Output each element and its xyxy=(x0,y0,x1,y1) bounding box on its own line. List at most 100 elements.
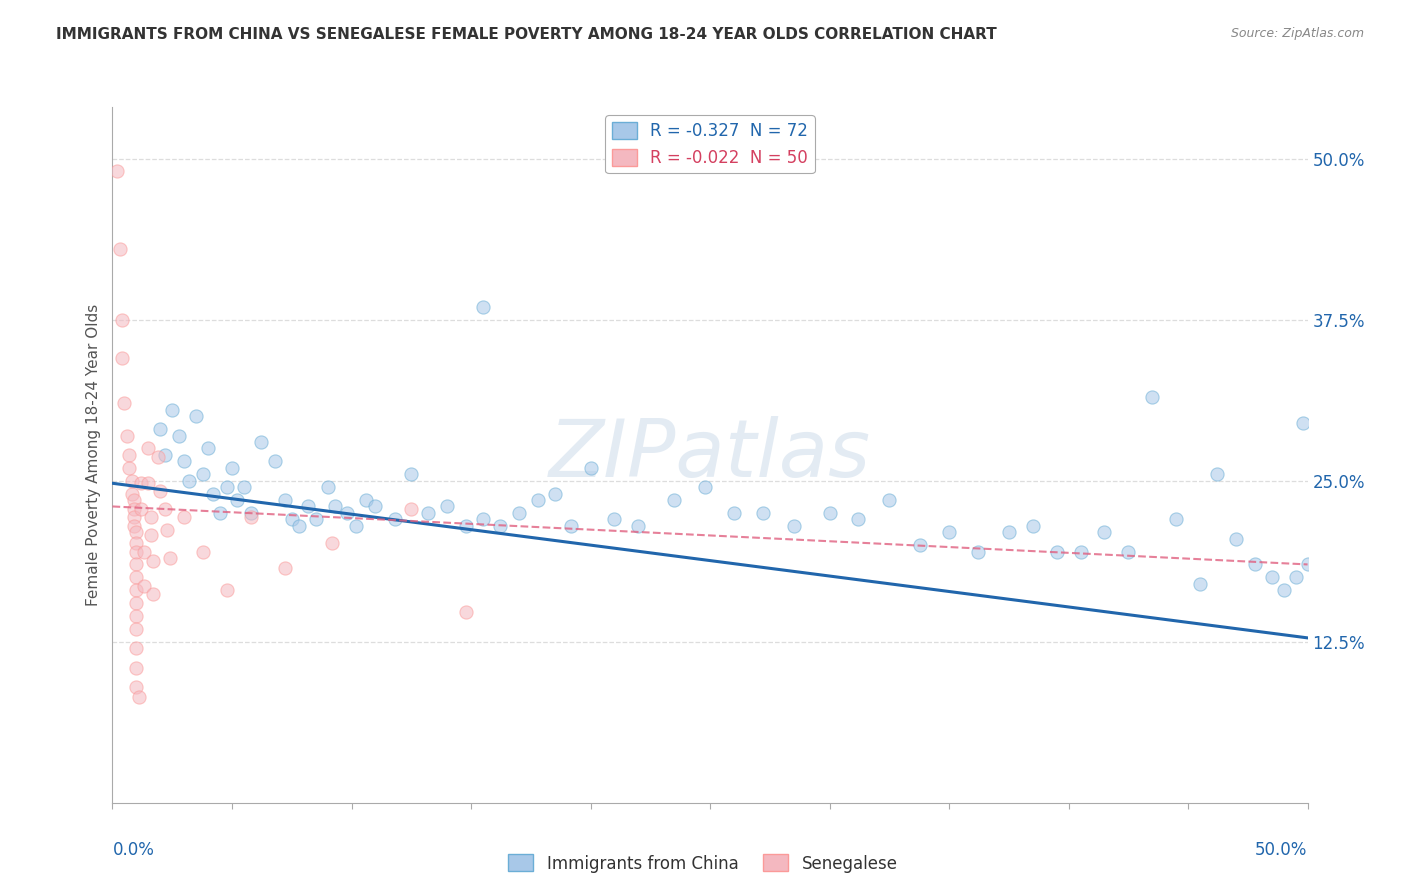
Point xyxy=(173,454,195,468)
Point xyxy=(118,460,141,475)
Point xyxy=(173,509,195,524)
Point xyxy=(354,493,377,508)
Point xyxy=(456,518,478,533)
Point xyxy=(142,587,165,601)
Point xyxy=(436,500,458,514)
Point xyxy=(1244,558,1267,572)
Point xyxy=(121,486,143,500)
Point xyxy=(193,467,215,482)
Point xyxy=(125,583,148,598)
Point xyxy=(751,506,773,520)
Point xyxy=(193,544,215,558)
Text: ZIPatlas: ZIPatlas xyxy=(548,416,872,494)
Text: 0.0%: 0.0% xyxy=(112,841,155,859)
Point xyxy=(336,506,359,520)
Point xyxy=(1070,544,1092,558)
Point xyxy=(128,690,150,705)
Point xyxy=(209,506,232,520)
Point xyxy=(201,486,224,500)
Point xyxy=(527,493,550,508)
Point xyxy=(125,544,148,558)
Point xyxy=(118,448,141,462)
Point xyxy=(240,509,263,524)
Point xyxy=(472,512,495,526)
Point xyxy=(125,525,148,540)
Point xyxy=(156,523,179,537)
Point xyxy=(627,518,650,533)
Point xyxy=(1094,525,1116,540)
Point xyxy=(723,506,745,520)
Point xyxy=(273,493,295,508)
Point xyxy=(664,493,686,508)
Point xyxy=(249,435,271,450)
Point xyxy=(132,544,155,558)
Point xyxy=(1296,558,1319,572)
Point xyxy=(456,605,478,619)
Point xyxy=(125,609,148,624)
Point xyxy=(1046,544,1069,558)
Point xyxy=(508,506,530,520)
Point xyxy=(125,622,148,636)
Point xyxy=(217,480,239,494)
Point xyxy=(105,164,128,178)
Point xyxy=(364,500,387,514)
Point xyxy=(186,409,208,424)
Point xyxy=(221,460,243,475)
Point xyxy=(1261,570,1284,584)
Point xyxy=(966,544,988,558)
Point xyxy=(125,660,148,674)
Point xyxy=(169,428,191,442)
Point xyxy=(472,300,495,314)
Point xyxy=(543,486,565,500)
Point xyxy=(264,454,287,468)
Point xyxy=(1285,570,1308,584)
Point xyxy=(297,500,319,514)
Point xyxy=(177,474,200,488)
Point xyxy=(1118,544,1140,558)
Text: 50.0%: 50.0% xyxy=(1256,841,1308,859)
Point xyxy=(321,535,343,549)
Point xyxy=(910,538,932,552)
Point xyxy=(129,502,152,516)
Point xyxy=(153,502,176,516)
Point xyxy=(273,561,295,575)
Point xyxy=(384,512,406,526)
Point xyxy=(879,493,901,508)
Point xyxy=(1022,518,1045,533)
Point xyxy=(305,512,328,526)
Point xyxy=(111,351,134,366)
Point xyxy=(122,502,145,516)
Point xyxy=(125,558,148,572)
Point xyxy=(108,242,131,256)
Point xyxy=(281,512,304,526)
Point xyxy=(159,551,181,566)
Point xyxy=(603,512,626,526)
Text: Source: ZipAtlas.com: Source: ZipAtlas.com xyxy=(1230,27,1364,40)
Point xyxy=(938,525,960,540)
Point xyxy=(111,312,134,326)
Legend: R = -0.327  N = 72, R = -0.022  N = 50: R = -0.327 N = 72, R = -0.022 N = 50 xyxy=(605,115,815,173)
Point xyxy=(401,467,423,482)
Point xyxy=(129,476,152,491)
Point xyxy=(695,480,717,494)
Point xyxy=(579,460,602,475)
Point xyxy=(149,422,172,436)
Point xyxy=(115,428,138,442)
Point xyxy=(138,442,160,456)
Point xyxy=(1142,390,1164,404)
Point xyxy=(1272,583,1295,598)
Point xyxy=(122,493,145,508)
Point xyxy=(225,493,247,508)
Point xyxy=(1189,576,1212,591)
Point xyxy=(998,525,1021,540)
Point xyxy=(142,553,165,567)
Point xyxy=(1292,416,1315,430)
Point xyxy=(1225,532,1247,546)
Point xyxy=(488,518,510,533)
Point xyxy=(122,509,145,524)
Point xyxy=(818,506,841,520)
Point xyxy=(344,518,367,533)
Legend: Immigrants from China, Senegalese: Immigrants from China, Senegalese xyxy=(502,847,904,880)
Point xyxy=(401,502,423,516)
Point xyxy=(416,506,439,520)
